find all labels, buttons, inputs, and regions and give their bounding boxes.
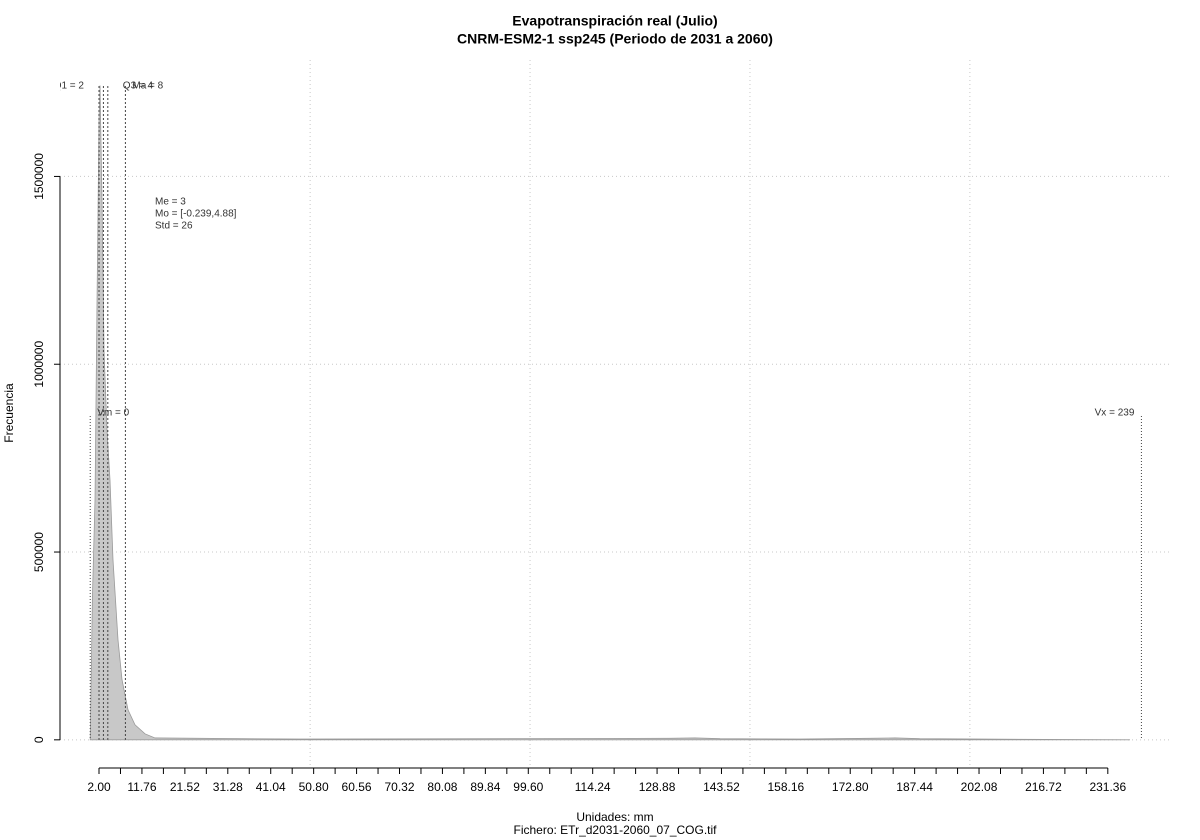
x-tick-label: 158.16 <box>768 780 805 794</box>
y-tick-label: 500000 <box>32 532 46 572</box>
x-tick-label: 187.44 <box>896 780 933 794</box>
x-tick-label: 31.28 <box>213 780 243 794</box>
plot-area: Q1 = 2 Q3 = 4Ma = 8 <box>54 60 1170 768</box>
x-tick-label: 89.84 <box>470 780 500 794</box>
y-tick-label: 1000000 <box>32 341 46 388</box>
x-tick-label: 60.56 <box>342 780 372 794</box>
density-area <box>89 85 1130 741</box>
range-label: Vm = 0 <box>97 408 129 419</box>
x-tick-label: 21.52 <box>170 780 200 794</box>
stat-label: Q3 = 4 <box>123 81 154 92</box>
chart-title: Evapotranspiración real (Julio) <box>512 13 717 29</box>
x-tick-label: 114.24 <box>575 780 611 794</box>
x-tick-label: 50.80 <box>299 780 329 794</box>
x-tick-label: 70.32 <box>384 780 414 794</box>
stats-text: Me = 3 <box>155 197 186 208</box>
x-tick-label: 172.80 <box>832 780 869 794</box>
chart-subtitle: CNRM-ESM2-1 ssp245 (Periodo de 2031 a 20… <box>457 31 773 47</box>
x-tick-label: 231.36 <box>1089 780 1126 794</box>
caption: Fichero: ETr_d2031-2060_07_COG.tif <box>514 823 718 837</box>
x-tick-label: 128.88 <box>639 780 676 794</box>
stats-text: Std = 26 <box>155 221 193 232</box>
y-tick-label: 0 <box>32 736 46 743</box>
x-axis-label: Unidades: mm <box>576 810 653 824</box>
y-axis-label: Frecuencia <box>2 383 16 443</box>
range-label: Vx = 239 <box>1095 408 1135 419</box>
x-tick-label: 99.60 <box>513 780 543 794</box>
y-tick-label: 1500000 <box>32 153 46 200</box>
stat-label: Ma = 8 <box>132 81 163 92</box>
x-tick-label: 80.08 <box>427 780 457 794</box>
x-tick-label: 2.00 <box>87 780 111 794</box>
x-tick-label: 143.52 <box>703 780 740 794</box>
x-tick-label: 216.72 <box>1025 780 1062 794</box>
x-tick-label: 202.08 <box>961 780 998 794</box>
x-tick-label: 41.04 <box>256 780 286 794</box>
stat-label: Q1 = 2 <box>54 81 85 92</box>
x-tick-label: 11.76 <box>127 780 156 794</box>
stats-text: Mo = [-0.239,4.88] <box>155 209 237 220</box>
